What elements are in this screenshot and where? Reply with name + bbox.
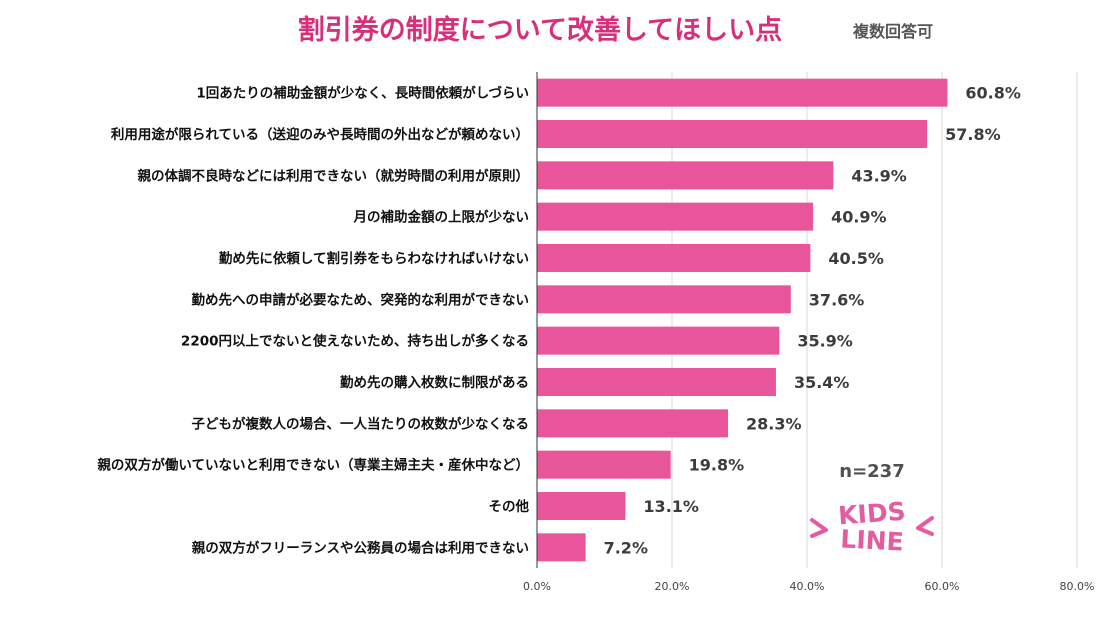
bar [537, 202, 814, 231]
chart-subtitle: 複数回答可 [852, 22, 933, 41]
value-labels: 60.8% 57.8% 43.9% 40.9% 40.5% 37.6% 35.9% 35.4%… [604, 84, 1021, 558]
category-label: 子どもが複数人の場合、一人当たりの枚数が少なくなる [192, 415, 530, 432]
value-label: 60.8% [965, 84, 1021, 103]
value-label: 35.4% [794, 373, 850, 392]
logo-text-kids: KIDS [837, 497, 906, 531]
category-label: 勤め先の購入枚数に制限がある [340, 374, 529, 391]
bar [537, 409, 729, 438]
bar [537, 326, 780, 355]
x-tick-label: 20.0% [655, 580, 690, 593]
value-label: 37.6% [809, 290, 865, 309]
category-label: その他 [489, 498, 530, 515]
kidsline-logo: KIDS LINE [810, 497, 934, 557]
category-label: 利用用途が限られている（送迎のみや長時間の外出などが頼めない） [111, 126, 529, 143]
category-label: 親の体調不良時などには利用できない（就労時間の利用が原則） [138, 167, 530, 184]
bar [537, 368, 776, 396]
category-label: 親の双方が働いていないと利用できない（専業主婦主夫・産休中など） [97, 457, 529, 474]
bar [537, 492, 626, 520]
value-label: 13.1% [643, 497, 699, 516]
bar [537, 244, 811, 272]
bar [537, 285, 791, 314]
bar [537, 120, 928, 148]
logo-arm-left [810, 518, 828, 538]
category-label: 親の双方がフリーランスや公務員の場合は利用できない [192, 539, 529, 556]
chart-title: 割引券の制度について改善してほしい点 [298, 14, 782, 46]
x-tick-label: 40.0% [790, 580, 825, 593]
sample-size-annotation: n=237 [839, 461, 904, 482]
x-tick-label: 80.0% [1060, 580, 1095, 593]
x-tick-label: 60.0% [925, 580, 960, 593]
category-label: 月の補助金額の上限が少ない [353, 209, 530, 226]
category-label: 2200円以上でないと使えないため、持ち出しが多くなる [181, 333, 529, 350]
logo-arm-right [916, 516, 934, 536]
bar [537, 533, 586, 562]
value-label: 19.8% [689, 456, 745, 475]
category-label: 勤め先への申請が必要なため、突発的な利用ができない [192, 291, 530, 308]
bar [537, 161, 834, 190]
value-label: 40.5% [828, 249, 884, 268]
bars [537, 78, 948, 562]
value-label: 35.9% [797, 332, 853, 351]
category-label: 勤め先に依頼して割引券をもらわなければいけない [219, 250, 529, 267]
x-axis-ticks: 0.0% 20.0% 40.0% 60.0% 80.0% [523, 580, 1094, 593]
bar [537, 78, 948, 107]
value-label: 7.2% [604, 538, 648, 557]
category-label: 1回あたりの補助金額が少なく、長時間依頼がしづらい [196, 85, 529, 102]
logo-text-line: LINE [840, 524, 905, 556]
value-label: 40.9% [831, 208, 887, 227]
gridlines [671, 72, 1078, 568]
x-tick-label: 0.0% [523, 580, 551, 593]
value-label: 43.9% [851, 166, 907, 185]
value-label: 57.8% [945, 125, 1001, 144]
category-labels: 1回あたりの補助金額が少なく、長時間依頼がしづらい利用用途が限られている（送迎の… [97, 85, 529, 557]
bar [537, 450, 671, 479]
value-label: 28.3% [746, 414, 802, 433]
